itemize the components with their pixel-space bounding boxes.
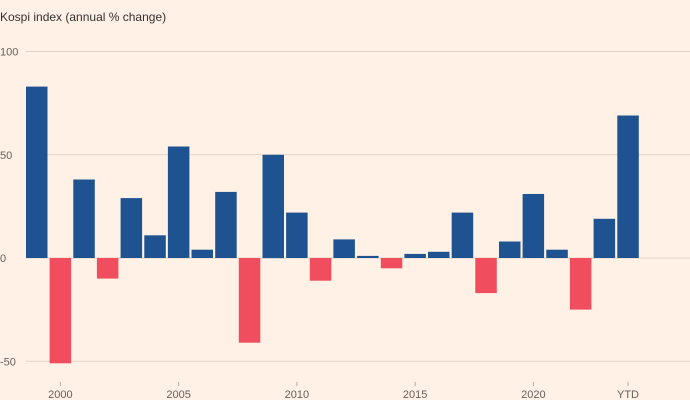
x-tick-label: 2010 xyxy=(285,389,309,400)
bar-2010 xyxy=(286,212,308,258)
bar-2003 xyxy=(120,198,143,258)
x-tick-label: YTD xyxy=(617,389,639,400)
bar-2004 xyxy=(144,235,166,258)
y-tick-label: 100 xyxy=(0,47,18,59)
bar-2001 xyxy=(73,179,95,258)
bar-2021 xyxy=(546,249,568,258)
x-axis: 2000 2005 2010 2015 2020 YTD xyxy=(48,382,639,400)
bar-2018 xyxy=(475,258,497,294)
bar-2019 xyxy=(499,241,521,258)
bar-2000 xyxy=(49,258,72,364)
bar-2016 xyxy=(428,251,450,258)
x-tick-label: 2020 xyxy=(521,389,545,400)
y-axis: 100 50 0 -50 xyxy=(0,47,18,369)
bar-2022 xyxy=(569,258,592,310)
bar-2005 xyxy=(167,146,190,258)
bar-2006 xyxy=(191,249,213,258)
bars xyxy=(26,86,639,364)
bar-2023 xyxy=(593,218,616,258)
bar-2009 xyxy=(262,154,284,259)
bar-2007 xyxy=(215,191,237,258)
bar-2011 xyxy=(309,258,332,281)
bar-2015 xyxy=(404,253,426,258)
bar-2013 xyxy=(357,255,379,258)
bar-2020 xyxy=(522,194,545,258)
bar-2008 xyxy=(238,258,261,343)
chart-title: Kospi index (annual % change) xyxy=(0,10,167,24)
bar-1999 xyxy=(26,86,48,258)
bar-2012 xyxy=(333,239,355,258)
bar-2017 xyxy=(451,212,474,258)
x-tick-label: 2000 xyxy=(48,389,72,400)
x-tick-label: 2015 xyxy=(403,389,427,400)
y-tick-label: 50 xyxy=(0,150,12,162)
y-tick-label: 0 xyxy=(0,253,6,265)
y-tick-label: -50 xyxy=(0,356,16,368)
bar-2014 xyxy=(380,258,403,269)
bar-2002 xyxy=(96,258,119,279)
bar-YTD xyxy=(617,115,639,258)
x-tick-label: 2005 xyxy=(166,389,190,400)
